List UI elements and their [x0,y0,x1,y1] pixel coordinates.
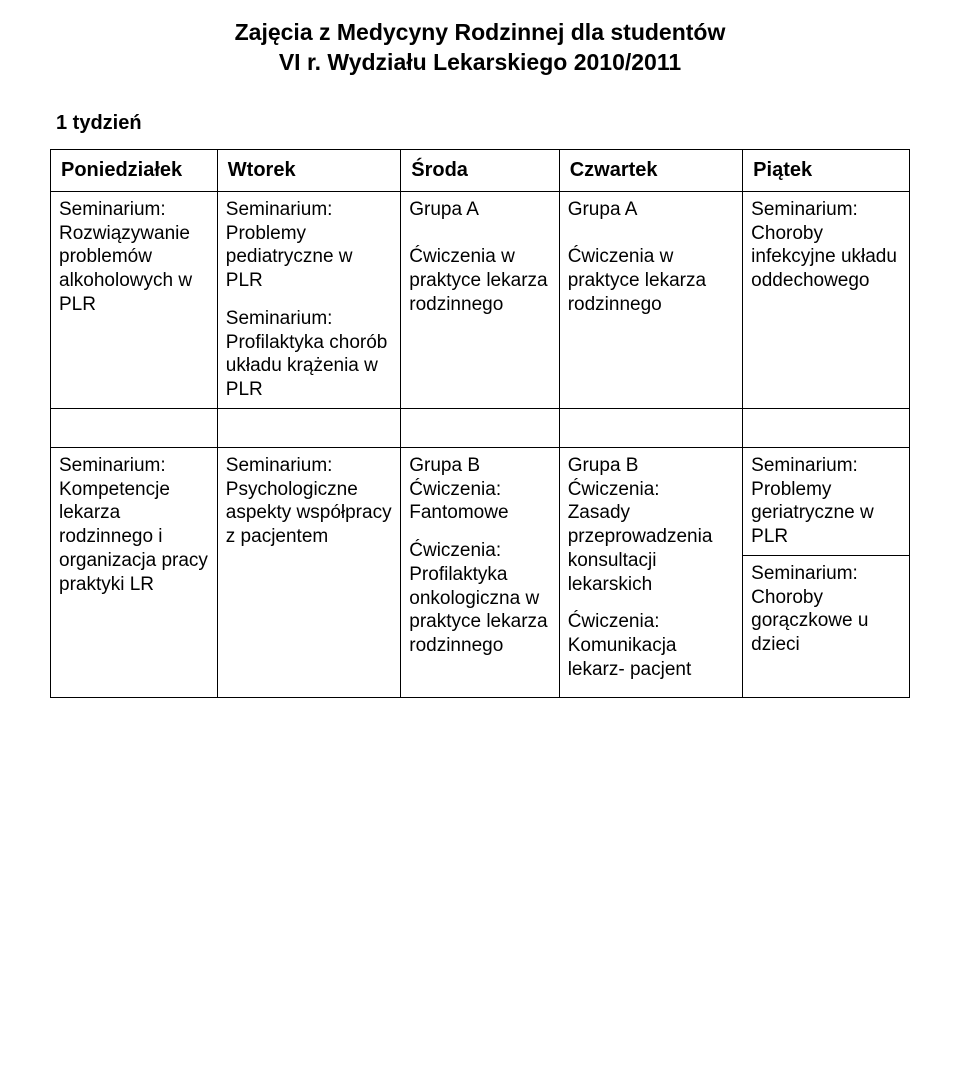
title-line-1: Zajęcia z Medycyny Rodzinnej dla student… [50,18,910,48]
schedule-table: Poniedziałek Wtorek Środa Czwartek Piąte… [50,149,910,698]
cell-tue-1: Seminarium: Problemy pediatryczne w PLR … [217,191,400,408]
seminar-label: Seminarium: [226,454,392,478]
header-monday: Poniedziałek [51,149,218,191]
exercise-text: Fantomowe [409,501,550,525]
seminar-text: Problemy pediatryczne w PLR [226,222,392,293]
exercise-label: Ćwiczenia: [568,478,734,502]
exercise-text: Zasady przeprowadzenia konsultacji lekar… [568,501,734,596]
group-label: Grupa B [568,454,734,478]
seminar-label: Seminarium: [59,454,209,478]
group-label: Grupa A [568,198,734,222]
cell-wed-1: Grupa A Ćwiczenia w praktyce lekarza rod… [401,191,559,408]
cell-tue-2: Seminarium: Psychologiczne aspekty współ… [217,447,400,697]
cell-wed-2: Grupa B Ćwiczenia: Fantomowe Ćwiczenia: … [401,447,559,697]
seminar-text: Profilaktyka chorób układu krążenia w PL… [226,331,392,402]
exercise-text: Profilaktyka onkologiczna w praktyce lek… [409,563,550,658]
table-row: Seminarium: Kompetencje lekarza rodzinne… [51,447,910,697]
exercise-text: Komunikacja lekarz- pacjent [568,634,734,682]
seminar-label: Seminarium: [226,307,392,331]
seminar-text: Choroby infekcyjne układu oddechowego [751,222,901,293]
seminar-text: Rozwiązywanie problemów alkoholowych w P… [59,222,209,317]
cell-thu-1: Grupa A Ćwiczenia w praktyce lekarza rod… [559,191,742,408]
seminar-label: Seminarium: [751,198,901,222]
group-label: Grupa A [409,198,550,222]
cell-fri-1: Seminarium: Choroby infekcyjne układu od… [743,191,910,408]
cell-fri-2: Seminarium: Problemy geriatryczne w PLR … [743,447,910,697]
seminar-text: Psychologiczne aspekty współpracy z pacj… [226,478,392,549]
exercise-text: Ćwiczenia w praktyce lekarza rodzinnego [568,245,734,316]
title-line-2: VI r. Wydziału Lekarskiego 2010/2011 [50,48,910,78]
seminar-text: Kompetencje lekarza rodzinnego i organiz… [59,478,209,597]
exercise-label: Ćwiczenia: [409,539,550,563]
header-tuesday: Wtorek [217,149,400,191]
cell-mon-1: Seminarium: Rozwiązywanie problemów alko… [51,191,218,408]
seminar-label: Seminarium: [751,562,901,586]
exercise-label: Ćwiczenia: [568,610,734,634]
seminar-label: Seminarium: [59,198,209,222]
header-wednesday: Środa [401,149,559,191]
page-title: Zajęcia z Medycyny Rodzinnej dla student… [50,18,910,78]
exercise-text: Ćwiczenia w praktyce lekarza rodzinnego [409,245,550,316]
exercise-label: Ćwiczenia: [409,478,550,502]
seminar-label: Seminarium: [226,198,392,222]
table-header-row: Poniedziałek Wtorek Środa Czwartek Piąte… [51,149,910,191]
cell-mon-2: Seminarium: Kompetencje lekarza rodzinne… [51,447,218,697]
cell-thu-2: Grupa B Ćwiczenia: Zasady przeprowadzeni… [559,447,742,697]
seminar-text: Choroby gorączkowe u dzieci [751,586,901,657]
group-label: Grupa B [409,454,550,478]
seminar-label: Seminarium: [751,454,901,478]
seminar-text: Problemy geriatryczne w PLR [751,478,901,549]
week-label: 1 tydzień [56,112,910,135]
header-friday: Piątek [743,149,910,191]
separator-row [51,408,910,447]
header-thursday: Czwartek [559,149,742,191]
page: Zajęcia z Medycyny Rodzinnej dla student… [0,0,960,738]
table-row: Seminarium: Rozwiązywanie problemów alko… [51,191,910,408]
